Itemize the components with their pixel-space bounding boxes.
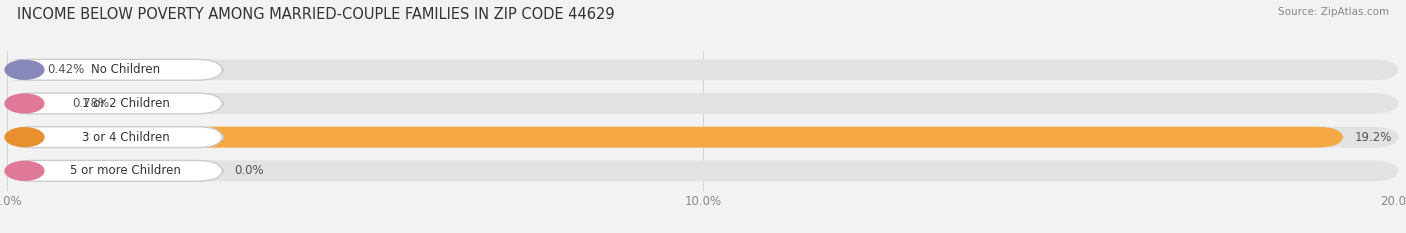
Circle shape bbox=[6, 128, 44, 147]
Text: 19.2%: 19.2% bbox=[1354, 131, 1392, 144]
Text: 0.0%: 0.0% bbox=[233, 164, 263, 177]
Circle shape bbox=[6, 60, 44, 79]
Text: No Children: No Children bbox=[91, 63, 160, 76]
FancyBboxPatch shape bbox=[7, 59, 1399, 80]
FancyBboxPatch shape bbox=[7, 59, 222, 80]
Text: INCOME BELOW POVERTY AMONG MARRIED-COUPLE FAMILIES IN ZIP CODE 44629: INCOME BELOW POVERTY AMONG MARRIED-COUPL… bbox=[17, 7, 614, 22]
Text: Source: ZipAtlas.com: Source: ZipAtlas.com bbox=[1278, 7, 1389, 17]
FancyBboxPatch shape bbox=[7, 93, 1399, 114]
Text: 1 or 2 Children: 1 or 2 Children bbox=[82, 97, 170, 110]
Text: 5 or more Children: 5 or more Children bbox=[70, 164, 181, 177]
FancyBboxPatch shape bbox=[7, 127, 1399, 147]
FancyBboxPatch shape bbox=[7, 160, 1399, 181]
FancyBboxPatch shape bbox=[7, 93, 62, 114]
FancyBboxPatch shape bbox=[7, 59, 37, 80]
Text: 0.78%: 0.78% bbox=[73, 97, 110, 110]
FancyBboxPatch shape bbox=[7, 127, 1343, 147]
FancyBboxPatch shape bbox=[7, 127, 222, 147]
Circle shape bbox=[6, 94, 44, 113]
Text: 0.42%: 0.42% bbox=[48, 63, 84, 76]
FancyBboxPatch shape bbox=[7, 160, 222, 181]
FancyBboxPatch shape bbox=[7, 93, 222, 114]
Text: 3 or 4 Children: 3 or 4 Children bbox=[82, 131, 170, 144]
Circle shape bbox=[6, 161, 44, 180]
